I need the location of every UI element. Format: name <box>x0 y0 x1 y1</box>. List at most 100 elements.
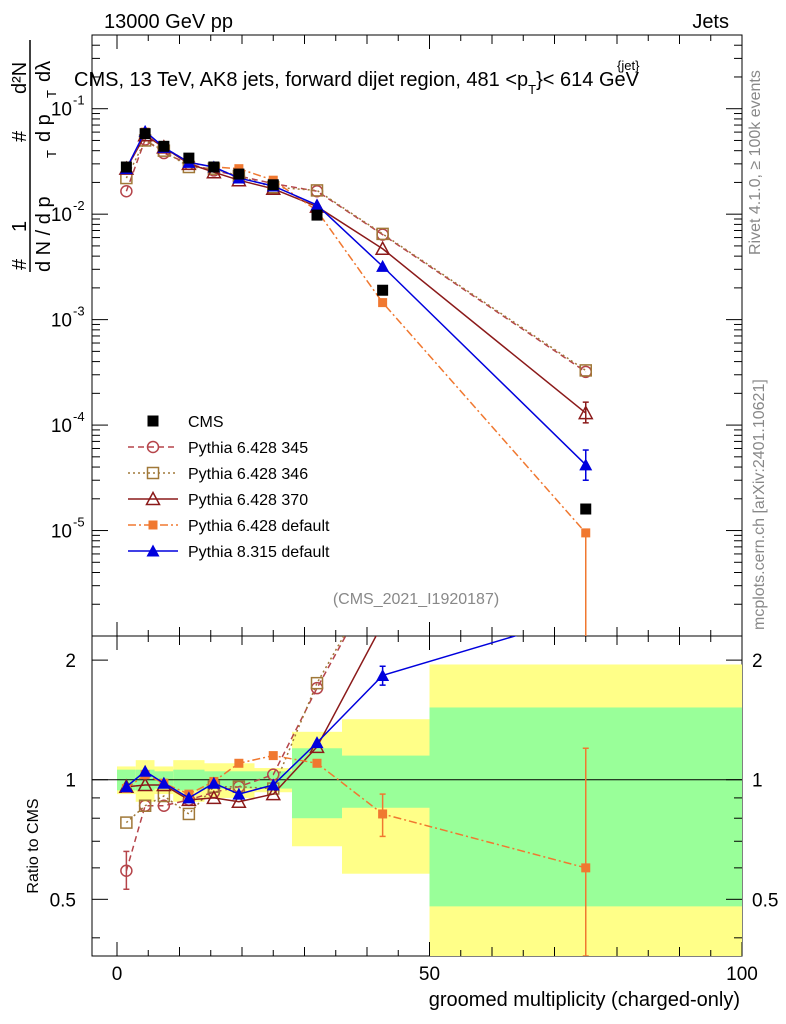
square-marker <box>183 152 195 164</box>
open-square-marker <box>146 466 160 480</box>
series-CMS <box>120 128 592 515</box>
y-tick-exponent: -4 <box>73 409 85 424</box>
ratio-uncertainty-band <box>117 664 742 956</box>
analysis-id: (CMS_2021_I1920187) <box>333 591 499 608</box>
legend: CMS Pythia 6.428 345 Pythia 6.428 346 Pythi… <box>128 414 330 561</box>
main-series-group <box>118 124 594 636</box>
filled-triangle-marker <box>310 198 324 211</box>
legend-item-p346: Pythia 6.428 346 <box>128 466 308 483</box>
filled-square-marker <box>234 758 244 768</box>
ratio-tick-label-right: 1 <box>752 771 763 792</box>
open-triangle-marker <box>145 490 161 506</box>
open-square-marker <box>579 364 592 377</box>
open-square-marker <box>138 799 152 812</box>
filled-square-marker <box>378 298 388 308</box>
main-y-axis-label: # 1 d N / d p T d²N # d p T dλ <box>9 40 59 272</box>
series-p345 <box>120 133 592 379</box>
legend-item-p6def: Pythia 6.428 default <box>128 518 330 535</box>
ratio-line-p370 <box>126 636 377 803</box>
series-line-p346 <box>125 139 587 372</box>
ylabel-d2n: d²N <box>9 62 31 94</box>
open-circle-marker <box>120 184 133 198</box>
square-marker <box>208 161 220 173</box>
filled-triangle-marker <box>310 736 324 749</box>
square-marker <box>233 168 245 180</box>
legend-label: Pythia 6.428 370 <box>188 492 308 509</box>
ylabel-dl: dλ <box>33 61 55 82</box>
y-tick-label: 10 <box>51 416 72 437</box>
filled-triangle-marker <box>146 544 160 557</box>
filled-triangle-marker <box>119 780 133 793</box>
filled-square-marker <box>268 751 278 761</box>
series-line-p8def <box>125 130 587 466</box>
ylabel-hash2: # <box>9 130 31 142</box>
legend-label: CMS <box>188 414 224 431</box>
filled-square-marker <box>312 758 322 768</box>
filled-triangle-marker <box>138 764 152 777</box>
legend-item-p345: Pythia 6.428 345 <box>128 440 308 457</box>
rivet-version: Rivet 4.1.0, ≥ 100k events <box>747 70 764 255</box>
open-triangle-marker <box>265 786 282 801</box>
filled-triangle-marker <box>266 778 280 791</box>
square-marker <box>120 161 132 173</box>
ylabel-dn: d N / d p <box>33 196 55 272</box>
header-left: 13000 GeV pp <box>104 11 233 33</box>
y-tick-exponent: -1 <box>73 93 85 108</box>
legend-item-p370: Pythia 6.428 370 <box>128 490 308 509</box>
filled-triangle-marker <box>232 787 246 800</box>
y-tick-exponent: -3 <box>73 304 85 319</box>
open-triangle-marker <box>374 240 391 255</box>
legend-item-p8def: Pythia 8.315 default <box>128 544 330 561</box>
open-triangle-marker <box>206 789 222 805</box>
open-square-marker <box>310 184 324 197</box>
filled-triangle-marker <box>376 259 390 272</box>
open-square-marker <box>120 816 133 829</box>
open-circle-marker <box>580 257 591 268</box>
square-marker <box>158 140 170 152</box>
ylabel-t2: T <box>44 90 59 98</box>
y-tick-label: 10 <box>51 311 72 332</box>
ylabel-one: 1 <box>9 221 31 232</box>
open-circle-marker <box>377 563 388 574</box>
legend-label: Pythia 8.315 default <box>188 544 330 561</box>
x-tick-label: 0 <box>112 964 123 985</box>
filled-triangle-marker <box>157 776 171 789</box>
ylabel-t: T <box>44 150 59 158</box>
open-square-marker <box>182 807 196 821</box>
ylabel-hash: # <box>9 258 31 270</box>
main-axis-ticks: 10-510-410-310-210-1 <box>51 34 743 637</box>
open-triangle-marker <box>231 793 247 809</box>
filled-triangle-marker <box>182 791 196 804</box>
series-line-p370 <box>125 134 587 414</box>
y-tick-label: 10 <box>51 100 72 121</box>
open-triangle-marker <box>376 617 389 629</box>
x-tick-label: 50 <box>419 964 440 985</box>
ratio-line-p346 <box>125 636 345 824</box>
ylabel-dp: d p <box>33 114 55 142</box>
ratio-line-p8def <box>125 636 518 799</box>
ratio-tick-label: 1 <box>65 771 76 792</box>
ratio-tick-label: 2 <box>65 651 76 672</box>
legend-item-CMS: CMS <box>147 414 224 431</box>
band-inner <box>342 755 430 808</box>
x-axis-label: groomed multiplicity (charged-only) <box>429 989 740 1011</box>
ratio-tick-label-right: 2 <box>752 651 763 672</box>
y-tick-exponent: -2 <box>73 198 85 213</box>
open-circle-marker <box>157 799 171 812</box>
open-square-marker <box>377 562 388 573</box>
mcplots-credit: mcplots.cern.ch [arXiv:2401.10621] <box>751 379 768 630</box>
open-square-marker <box>310 676 324 690</box>
square-marker <box>139 128 151 140</box>
square-marker <box>377 284 389 296</box>
open-triangle-marker <box>137 776 153 792</box>
ratio-series-group <box>118 257 591 956</box>
series-line-p345 <box>125 138 587 373</box>
open-circle-marker <box>146 440 160 454</box>
series-p346 <box>120 134 592 377</box>
ratio-y-axis-label: Ratio to CMS <box>25 798 42 893</box>
x-tick-label: 100 <box>726 964 758 985</box>
filled-square-marker <box>148 520 158 530</box>
ratio-axis-ticks: 0 50 100 0.5 0.5 1 1 2 2 <box>50 636 778 985</box>
ratio-line-p6def <box>125 754 586 869</box>
